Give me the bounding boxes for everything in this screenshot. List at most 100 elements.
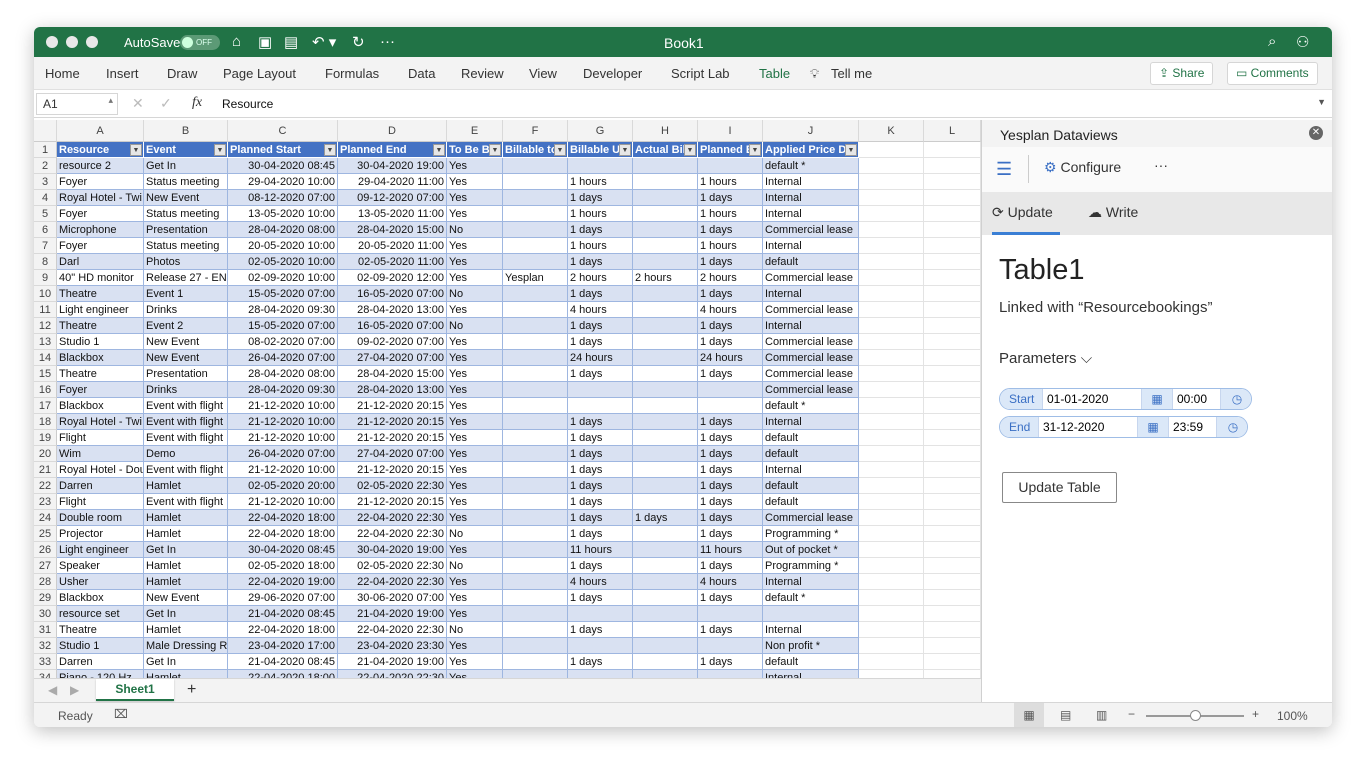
- row-header[interactable]: 3: [34, 174, 57, 190]
- cell[interactable]: Photos: [144, 254, 228, 270]
- worksheet-grid[interactable]: A B C D E F G H I J K L 1 Resource ▼ Event ▼ Planned Star…: [34, 120, 981, 678]
- cell[interactable]: Yes: [447, 350, 503, 366]
- row-header[interactable]: 9: [34, 270, 57, 286]
- tab-home[interactable]: Home: [45, 66, 80, 81]
- cell[interactable]: Yes: [447, 270, 503, 286]
- cell[interactable]: 22-04-2020 18:00: [228, 622, 338, 638]
- cell[interactable]: Commercial lease: [763, 510, 859, 526]
- cell[interactable]: 1 days: [698, 222, 763, 238]
- cell[interactable]: [924, 302, 981, 318]
- row-header[interactable]: 15: [34, 366, 57, 382]
- cell[interactable]: 1 days: [568, 190, 633, 206]
- row-header[interactable]: 1: [34, 142, 57, 158]
- cell[interactable]: 27-04-2020 07:00: [338, 446, 447, 462]
- cell[interactable]: [859, 462, 924, 478]
- cell[interactable]: [924, 382, 981, 398]
- cell[interactable]: [503, 670, 568, 678]
- cell[interactable]: [859, 590, 924, 606]
- cell[interactable]: 16-05-2020 07:00: [338, 318, 447, 334]
- cell[interactable]: 1 days: [568, 494, 633, 510]
- row-header[interactable]: 7: [34, 238, 57, 254]
- column-header[interactable]: G: [568, 120, 633, 142]
- cell[interactable]: 24 hours: [698, 350, 763, 366]
- cell[interactable]: [503, 606, 568, 622]
- cell[interactable]: [924, 190, 981, 206]
- cell[interactable]: 30-04-2020 08:45: [228, 158, 338, 174]
- cell[interactable]: Light engineer: [57, 542, 144, 558]
- cell[interactable]: 1 days: [698, 654, 763, 670]
- cell[interactable]: [503, 334, 568, 350]
- name-box[interactable]: A1 ▴: [36, 93, 118, 115]
- cell[interactable]: [859, 638, 924, 654]
- cell[interactable]: [503, 286, 568, 302]
- cell[interactable]: 23-04-2020 17:00: [228, 638, 338, 654]
- cell[interactable]: [859, 302, 924, 318]
- home-icon[interactable]: ⌂: [232, 33, 242, 50]
- cell[interactable]: [924, 526, 981, 542]
- cell[interactable]: [859, 510, 924, 526]
- tab-developer[interactable]: Developer: [583, 66, 643, 81]
- cell[interactable]: 1 days: [698, 254, 763, 270]
- cell[interactable]: Yes: [447, 254, 503, 270]
- cell[interactable]: 29-04-2020 10:00: [228, 174, 338, 190]
- cell[interactable]: Wim: [57, 446, 144, 462]
- cell[interactable]: [924, 430, 981, 446]
- column-header[interactable]: E: [447, 120, 503, 142]
- cell[interactable]: 4 hours: [698, 574, 763, 590]
- row-header[interactable]: 28: [34, 574, 57, 590]
- cell[interactable]: Yes: [447, 654, 503, 670]
- cell[interactable]: 09-02-2020 07:00: [338, 334, 447, 350]
- cell[interactable]: [859, 286, 924, 302]
- prev-sheet-icon[interactable]: ◀: [48, 683, 58, 697]
- cell[interactable]: [859, 574, 924, 590]
- cell[interactable]: Theatre: [57, 366, 144, 382]
- cell[interactable]: [924, 510, 981, 526]
- cell[interactable]: To Be B ▼: [447, 142, 503, 158]
- cell[interactable]: Speaker: [57, 558, 144, 574]
- save-icon[interactable]: ▣: [258, 34, 273, 51]
- cell[interactable]: 15-05-2020 07:00: [228, 286, 338, 302]
- cell[interactable]: Yes: [447, 494, 503, 510]
- cell[interactable]: [633, 350, 698, 366]
- cell[interactable]: default: [763, 478, 859, 494]
- normal-view-icon[interactable]: ▦: [1014, 703, 1044, 727]
- tell-me-input[interactable]: Tell me: [831, 66, 873, 81]
- cell[interactable]: 2 hours: [633, 270, 698, 286]
- cell[interactable]: 21-12-2020 20:15: [338, 430, 447, 446]
- cell[interactable]: [503, 414, 568, 430]
- cell[interactable]: Projector: [57, 526, 144, 542]
- cell[interactable]: [503, 158, 568, 174]
- cell[interactable]: Event 2: [144, 318, 228, 334]
- cell[interactable]: Applied Price D ▼: [763, 142, 859, 158]
- cell[interactable]: Non profit *: [763, 638, 859, 654]
- cell[interactable]: [924, 286, 981, 302]
- cell[interactable]: New Event: [144, 190, 228, 206]
- row-header[interactable]: 2: [34, 158, 57, 174]
- cell[interactable]: [568, 382, 633, 398]
- cell[interactable]: [503, 382, 568, 398]
- start-date-input[interactable]: 01-01-2020: [1043, 389, 1142, 409]
- cell[interactable]: 40" HD monitor: [57, 270, 144, 286]
- cell[interactable]: default *: [763, 590, 859, 606]
- cell[interactable]: [859, 478, 924, 494]
- cell[interactable]: [633, 494, 698, 510]
- cell[interactable]: Foyer: [57, 206, 144, 222]
- cell[interactable]: [924, 414, 981, 430]
- cell[interactable]: Commercial lease: [763, 334, 859, 350]
- page-break-view-icon[interactable]: ▥: [1096, 708, 1108, 722]
- cell[interactable]: default *: [763, 158, 859, 174]
- cell[interactable]: Presentation: [144, 222, 228, 238]
- row-header[interactable]: 29: [34, 590, 57, 606]
- row-header[interactable]: 32: [34, 638, 57, 654]
- tab-draw[interactable]: Draw: [167, 66, 198, 81]
- cell[interactable]: Drinks: [144, 302, 228, 318]
- function-icon[interactable]: fx: [192, 95, 203, 110]
- column-header[interactable]: J: [763, 120, 859, 142]
- cell[interactable]: [633, 478, 698, 494]
- cell[interactable]: 22-04-2020 18:00: [228, 526, 338, 542]
- cell[interactable]: [503, 302, 568, 318]
- row-header[interactable]: 20: [34, 446, 57, 462]
- cell[interactable]: Internal: [763, 318, 859, 334]
- configure-button[interactable]: ⚙ Configure: [1044, 159, 1122, 175]
- save-as-icon[interactable]: ▤: [284, 34, 299, 51]
